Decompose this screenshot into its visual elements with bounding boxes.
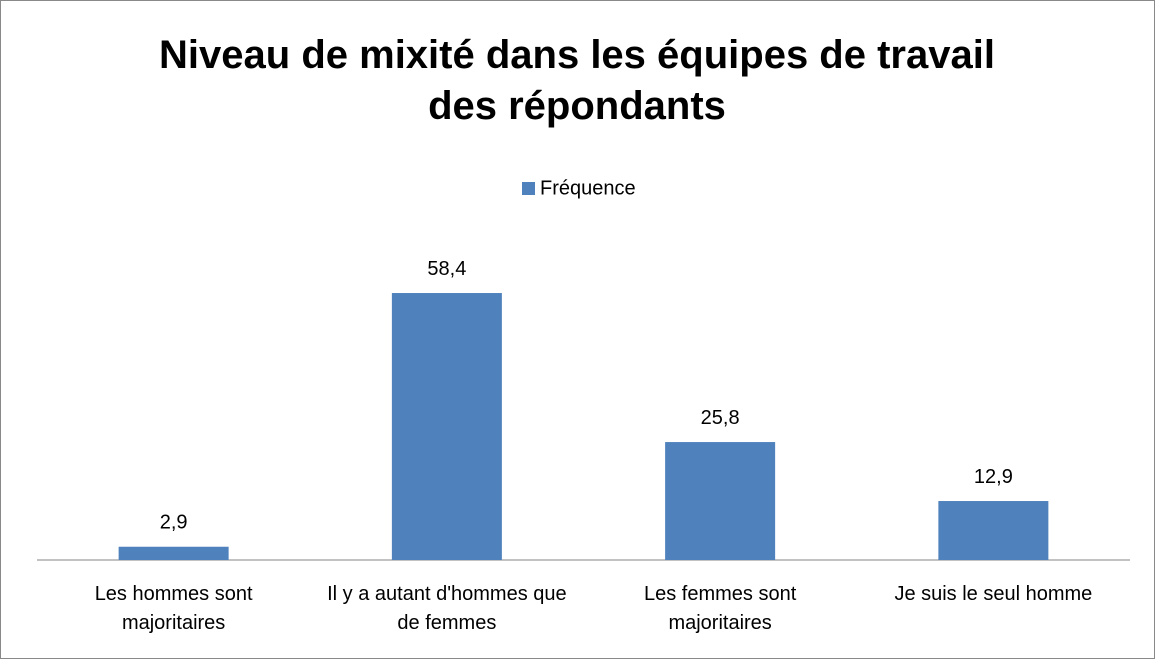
legend-label: Fréquence	[540, 177, 636, 199]
bar	[665, 442, 776, 560]
bar	[938, 501, 1049, 560]
x-tick-label: Les hommes sont majoritaires	[94, 583, 253, 634]
chart-title: Niveau de mixité dans les équipes de tra…	[159, 33, 995, 128]
legend-swatch	[522, 182, 535, 195]
value-label: 2,9	[160, 512, 188, 534]
value-label: 12,9	[974, 466, 1013, 488]
x-tick-label: Les femmes sont majoritaires	[643, 583, 797, 634]
x-tick-label: Je suis le seul homme	[894, 583, 1093, 605]
value-label: 58,4	[427, 258, 466, 280]
bar	[118, 546, 229, 560]
bar	[391, 293, 502, 560]
x-tick-label: Il y a autant d'hommes que de femmes	[327, 583, 567, 634]
value-label: 25,8	[701, 407, 740, 429]
